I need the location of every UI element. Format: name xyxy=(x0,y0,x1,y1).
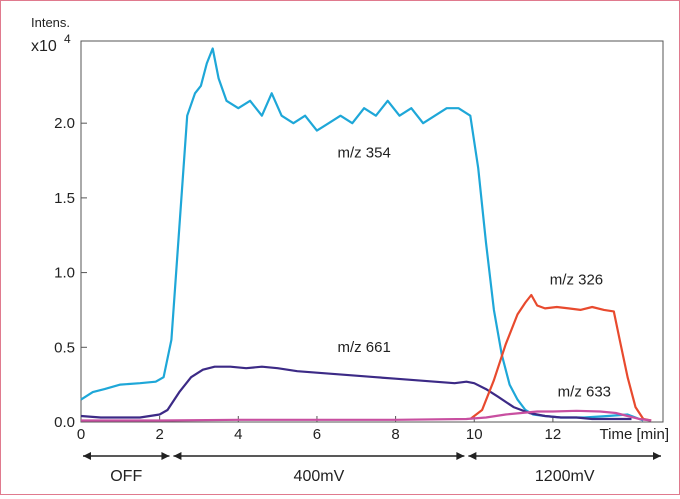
phase-arrow-head-right xyxy=(456,452,465,460)
plot-border xyxy=(80,40,664,423)
phase-arrow-head-left xyxy=(468,452,477,460)
series-annotation: m/z 326 xyxy=(550,272,603,289)
phase-label: OFF xyxy=(110,468,142,485)
annotation-layer: m/z 354 m/z 661 m/z 326 m/z 633 xyxy=(337,145,611,401)
series-line-m-z-326 xyxy=(469,293,652,422)
y-axis-exponent: 4 xyxy=(64,32,71,46)
y-tick-label: 0.0 xyxy=(54,414,75,431)
x-tick-label: 6 xyxy=(313,426,321,443)
x-tick-label: 4 xyxy=(234,426,242,443)
x-tick-label: 0 xyxy=(77,426,85,443)
y-tick-label: 1.0 xyxy=(54,265,75,282)
x-tick-label: 8 xyxy=(391,426,399,443)
x-axis-label: Time [min] xyxy=(600,426,669,443)
phase-label: 1200mV xyxy=(535,468,595,485)
phase-arrow-head-left xyxy=(83,452,91,460)
phase-label: 400mV xyxy=(294,468,345,485)
y-tick-label: 2.0 xyxy=(54,115,75,132)
series-annotation: m/z 661 xyxy=(337,339,390,356)
y-axis-scale: x10 xyxy=(31,38,57,55)
phase-layer: OFF 400mV 1200mV xyxy=(83,452,661,485)
series-line-m-z-661 xyxy=(80,365,632,421)
phase-arrow-head-right xyxy=(653,452,661,460)
axes: 0.0 0.5 1.0 1.5 2.0 0 2 4 6 8 10 12 Intens. x10 4 Time … xyxy=(31,15,669,443)
series-annotation: m/z 633 xyxy=(558,384,611,401)
y-tick-label: 0.5 xyxy=(54,339,75,356)
series-line-m-z-633 xyxy=(81,409,652,422)
phase-arrow-head-left xyxy=(173,452,182,460)
y-tick-label: 1.5 xyxy=(54,190,75,207)
series-line-m-z-354 xyxy=(80,47,644,422)
phase-arrow-head-right xyxy=(161,452,170,460)
x-tick-label: 2 xyxy=(155,426,163,443)
series-annotation: m/z 354 xyxy=(337,145,390,162)
y-axis-label: Intens. xyxy=(31,15,70,30)
series-layer xyxy=(80,47,652,422)
x-tick-label: 12 xyxy=(545,426,562,443)
x-tick-label: 10 xyxy=(466,426,483,443)
